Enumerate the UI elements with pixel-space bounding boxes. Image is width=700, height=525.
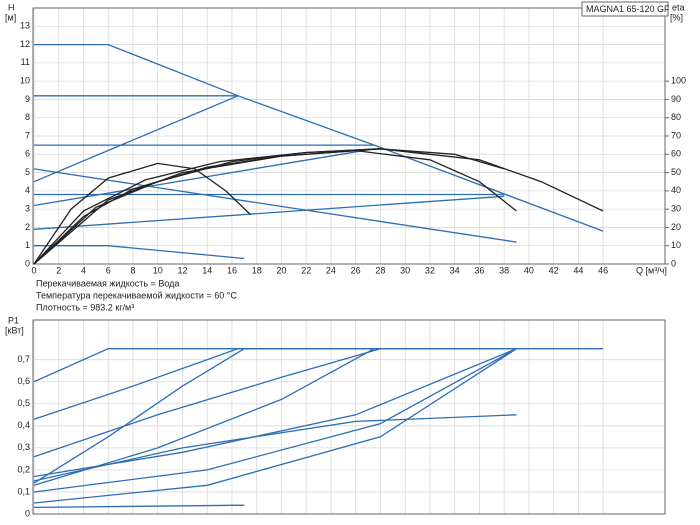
curve (33, 348, 245, 484)
curve (33, 348, 381, 458)
y-tick-label: 0,2 (17, 464, 30, 474)
curve (33, 348, 375, 486)
y-tick-label: 8 (25, 112, 30, 122)
y2-tick-label: 30 (671, 204, 681, 214)
y-tick-label: 0,5 (17, 398, 30, 408)
y-tick-label: 1 (25, 240, 30, 250)
y-unit: [кВт] (5, 325, 24, 335)
curve (33, 148, 604, 265)
y2-tick-label: 80 (671, 112, 681, 122)
y2-tick-label: 10 (671, 240, 681, 250)
x-tick-label: 22 (301, 265, 311, 275)
curve (33, 348, 517, 478)
y-tick-label: 0 (25, 508, 30, 518)
x-tick-label: 30 (400, 265, 410, 275)
note: Плотность = 983.2 кг/м³ (36, 302, 134, 312)
y-tick-label: 7 (25, 130, 30, 140)
curve (33, 162, 251, 265)
curve (33, 348, 604, 383)
y-tick-label: 6 (25, 149, 30, 159)
y-tick-label: 0,1 (17, 486, 30, 496)
curve (33, 348, 517, 420)
y2-label: eta (672, 2, 685, 12)
curve (34, 43, 604, 232)
x-tick-label: 28 (375, 265, 385, 275)
curve (33, 348, 517, 493)
y-tick-label: 0,6 (17, 376, 30, 386)
y-tick-label: 5 (25, 167, 30, 177)
x-tick-label: 10 (153, 265, 163, 275)
x-tick-label: 44 (573, 265, 583, 275)
y-tick-label: 12 (20, 39, 30, 49)
x-tick-label: 8 (130, 265, 135, 275)
y2-tick-label: 0 (671, 258, 676, 268)
x-tick-label: 18 (252, 265, 262, 275)
bottom-frame (32, 319, 666, 515)
y2-tick-label: 100 (671, 76, 686, 86)
y-label: H (8, 2, 15, 12)
curve (33, 148, 375, 207)
note: Температура перекачиваемой жидкости = 60… (36, 290, 237, 300)
x-tick-label: 24 (326, 265, 336, 275)
y2-tick-label: 20 (671, 222, 681, 232)
y-tick-label: 0,4 (17, 420, 30, 430)
y-unit: [м] (5, 12, 16, 22)
curve (33, 195, 505, 230)
x-tick-label: 2 (56, 265, 61, 275)
x-tick-label: 6 (106, 265, 111, 275)
x-tick-label: 20 (276, 265, 286, 275)
x-tick-label: 0 (31, 265, 36, 275)
x-tick-label: 46 (598, 265, 608, 275)
curve (34, 245, 245, 260)
x-tick-label: 14 (202, 265, 212, 275)
curve (33, 348, 517, 504)
y-tick-label: 0 (25, 258, 30, 268)
curve (33, 148, 430, 265)
x-tick-label: 42 (549, 265, 559, 275)
y-tick-label: 10 (20, 76, 30, 86)
curve (33, 168, 517, 243)
x-label: Q [м³/ч] (636, 265, 667, 275)
y-tick-label: 4 (25, 185, 30, 195)
x-tick-label: 38 (499, 265, 509, 275)
x-tick-label: 12 (177, 265, 187, 275)
y2-unit: [%] (670, 12, 683, 22)
y2-tick-label: 70 (671, 130, 681, 140)
x-tick-label: 34 (450, 265, 460, 275)
x-tick-label: 26 (351, 265, 361, 275)
y-tick-label: 0,7 (17, 354, 30, 364)
x-tick-label: 32 (425, 265, 435, 275)
curve (33, 414, 517, 482)
y-tick-label: 13 (20, 21, 30, 31)
grid (33, 8, 665, 515)
model-label: MAGNA1 65-120 GF (586, 4, 670, 14)
y-tick-label: 11 (21, 57, 30, 67)
model-box (581, 1, 669, 17)
y2-tick-label: 40 (671, 185, 681, 195)
y2-tick-label: 50 (671, 167, 681, 177)
y2-tick-label: 60 (671, 149, 681, 159)
x-tick-label: 36 (474, 265, 484, 275)
y-tick-label: 0,3 (17, 442, 30, 452)
y2-tick-label: 90 (671, 94, 681, 104)
y-tick-label: 3 (25, 204, 30, 214)
curve (33, 149, 517, 265)
x-tick-label: 4 (81, 265, 86, 275)
y-tick-label: 9 (25, 94, 30, 104)
curve (33, 95, 239, 183)
curve (33, 504, 245, 509)
x-tick-label: 40 (524, 265, 534, 275)
x-tick-label: 16 (227, 265, 237, 275)
note: Перекачиваемая жидкость = Вода (36, 278, 179, 288)
y-tick-label: 2 (25, 222, 30, 232)
y-label: P1 (8, 315, 19, 325)
